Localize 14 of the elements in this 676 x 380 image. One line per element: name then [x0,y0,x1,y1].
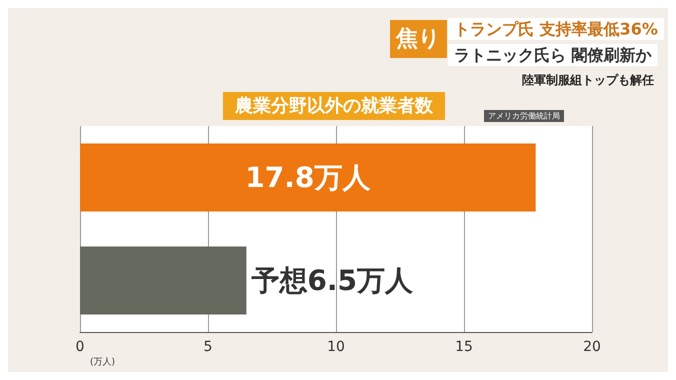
x-tick-label: 15 [455,339,473,355]
chart-title: 農業分野以外の就業者数 [234,96,434,116]
text: アメリカ労働統計局 [488,112,560,120]
text: トランプ氏 支持率最低36% [454,20,658,38]
x-axis-title: (万人) [90,356,116,368]
data-label: 17.8万人 [245,161,372,194]
x-tick-label: 20 [583,339,601,355]
text: 焦り [395,26,441,52]
x-tick-label: 0 [76,339,84,355]
text: 陸軍制服組トップも解任 [522,73,654,87]
x-tick-label: 5 [204,339,212,355]
data-label: 予想6.5万人 [250,264,414,297]
x-tick-label: 10 [327,339,345,355]
text: ラトニック氏ら 閣僚刷新か [454,46,653,64]
